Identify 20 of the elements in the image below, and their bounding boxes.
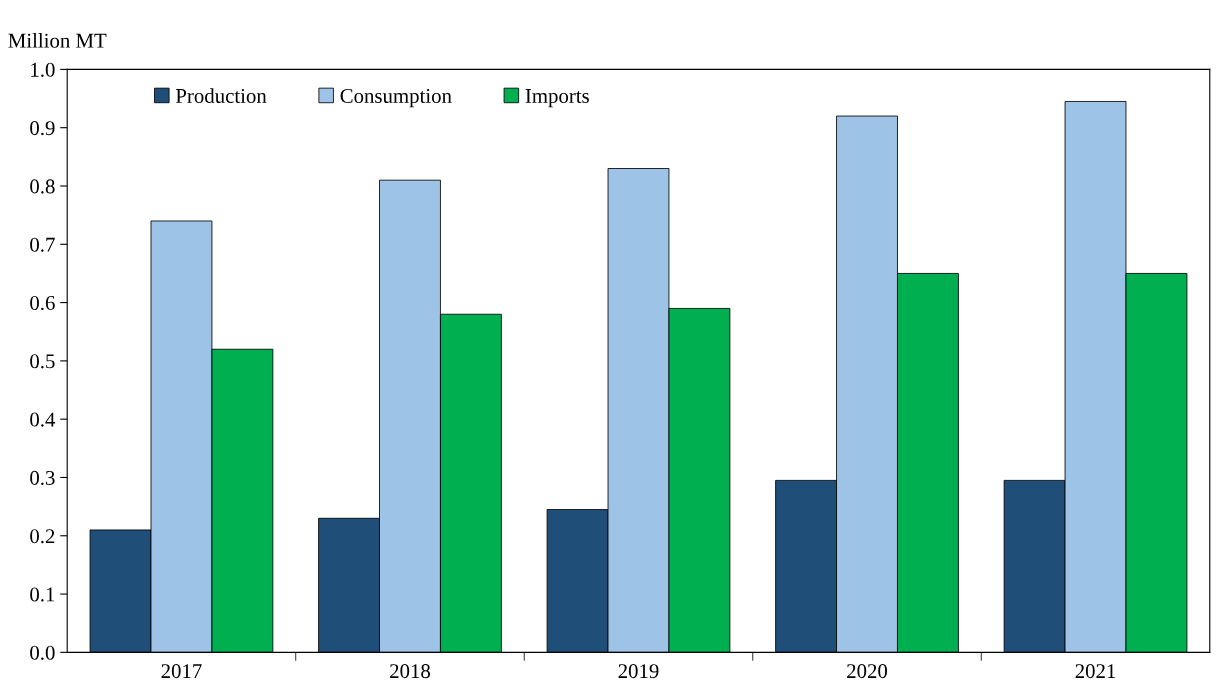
x-tick-label: 2019 [618,664,659,679]
legend-label: Imports [525,89,589,108]
x-tick-label: 2018 [390,664,431,679]
y-tick-label: 0.6 [30,295,55,311]
x-tick-label: 2017 [161,664,202,679]
legend-label: Production [175,88,267,103]
y-tick-label: 0.5 [30,354,55,369]
y-tick-label: 0.0 [30,645,55,660]
x-tick-label: 2020 [847,664,888,679]
y-tick-label: 0.9 [30,121,55,136]
y-tick-label: 0.2 [30,529,55,544]
y-tick-label: 0.1 [30,587,55,602]
y-tick-label: 0.3 [30,470,55,485]
legend-label: Consumption [340,88,452,108]
x-tick-label: 2021 [1075,664,1116,679]
y-tick-label: 0.8 [30,179,55,194]
y-axis-title: Million MT [8,33,107,48]
y-tick-label: 0.4 [30,412,56,427]
y-tick-label: 1.0 [31,62,55,77]
y-tick-label: 0.7 [30,237,55,252]
